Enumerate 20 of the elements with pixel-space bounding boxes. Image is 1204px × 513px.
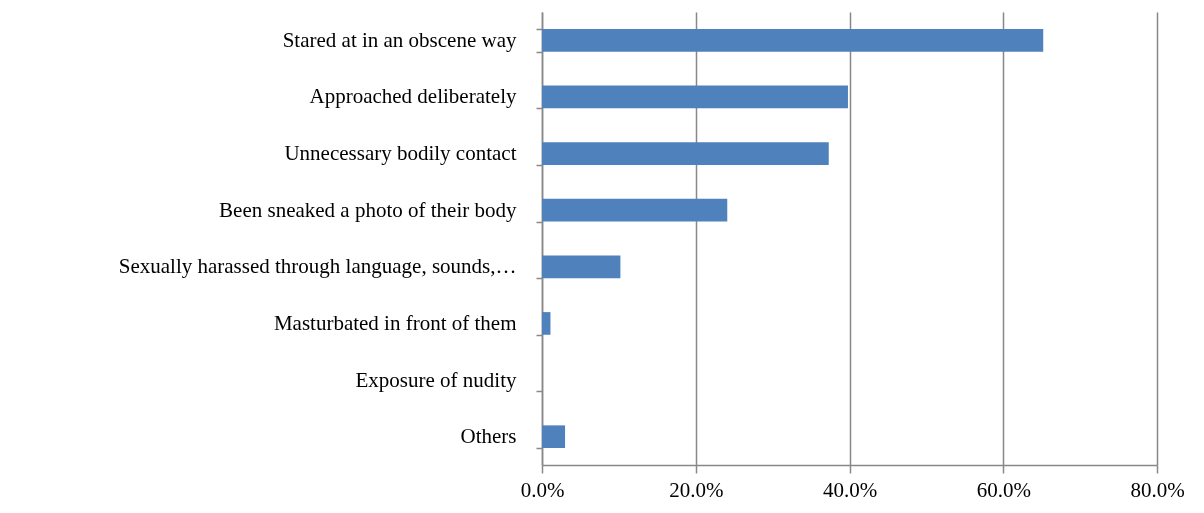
- y-tick-label: Exposure of nudity: [355, 367, 517, 392]
- bar: [542, 28, 1044, 52]
- x-tick-label: 80.0%: [1130, 477, 1185, 502]
- y-tick-label: Approached deliberately: [309, 84, 517, 109]
- x-tick-label: 60.0%: [976, 477, 1031, 502]
- bar: [542, 85, 848, 109]
- bar: [542, 198, 728, 222]
- y-tick-label: Unnecessary bodily contact: [284, 141, 517, 166]
- y-tick-label: Others: [460, 424, 517, 449]
- y-tick-label: Sexually harassed through language, sounds,…: [118, 254, 517, 279]
- bar: [542, 142, 829, 165]
- bar: [542, 425, 566, 449]
- x-tick-label: 40.0%: [822, 477, 878, 502]
- x-tick-label: 0.0%: [520, 477, 565, 502]
- y-tick-label: Stared at in an obscene way: [282, 27, 517, 52]
- bar: [542, 255, 621, 279]
- bar: [542, 312, 551, 335]
- y-tick-label: Been sneaked a photo of their body: [219, 197, 517, 222]
- y-tick-label: Masturbated in front of them: [273, 310, 517, 335]
- x-tick-label: 20.0%: [669, 477, 724, 502]
